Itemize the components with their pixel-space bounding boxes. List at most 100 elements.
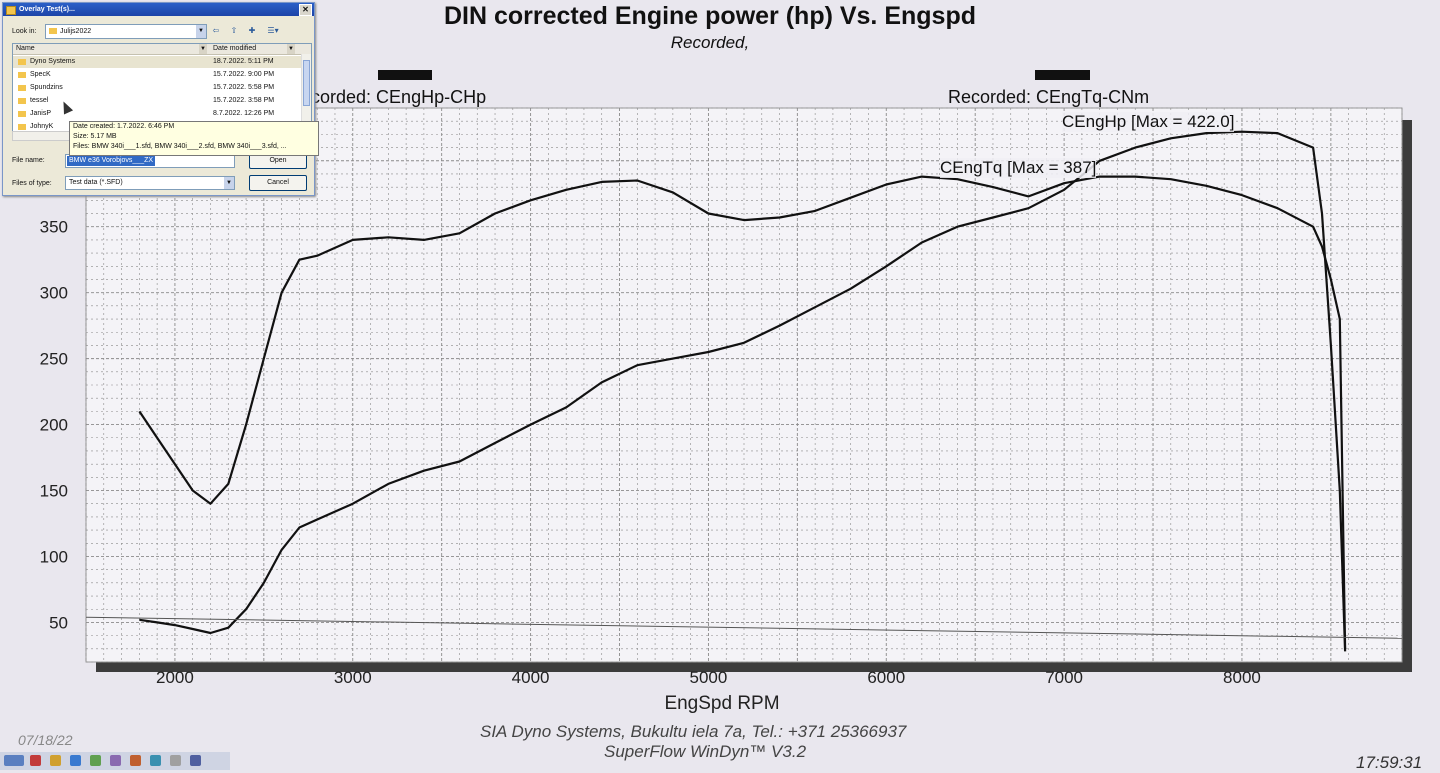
print-time: 17:59:31 [1356, 753, 1423, 772]
item-name: tessel [30, 97, 49, 104]
item-name: JanisP [30, 110, 52, 117]
dialog-title: Overlay Test(s)... [19, 6, 75, 13]
look-in-label: Look in: [12, 28, 37, 35]
new-folder-icon[interactable]: ✚ [248, 26, 256, 35]
print-date: 07/18/22 [18, 732, 73, 748]
x-tick-label: 4000 [512, 668, 550, 687]
legend-swatch-tq [1035, 70, 1090, 80]
item-name: JohnyK [30, 123, 54, 130]
column-name[interactable]: Name [16, 45, 35, 52]
app-icon[interactable] [190, 755, 201, 766]
file-list: Name ▼ Date modified ▼ Dyno Systems 18.7… [12, 43, 312, 135]
x-tick-label: 7000 [1045, 668, 1083, 687]
app-icon[interactable] [30, 755, 41, 766]
y-tick-label: 50 [49, 613, 68, 632]
list-item[interactable]: JohnyK [13, 121, 301, 133]
footer-software: SuperFlow WinDyn™ V3.2 [604, 742, 807, 761]
vertical-scrollbar[interactable] [301, 54, 311, 134]
item-name: Dyno Systems [30, 58, 76, 65]
grid [85, 107, 1403, 663]
up-folder-icon[interactable]: ⇧ [230, 26, 238, 35]
item-date: 8.7.2022. 12:26 PM [213, 110, 275, 117]
legend-label-tq: Recorded: CEngTq-CNm [948, 87, 1150, 107]
folder-icon [18, 85, 26, 91]
scrollbar-thumb[interactable] [303, 60, 310, 106]
annotation-hp-max: CEngHp [Max = 422.0] [1062, 112, 1235, 132]
x-axis-label: EngSpd RPM [664, 693, 779, 714]
y-tick-label: 100 [40, 547, 68, 566]
close-icon[interactable]: ✕ [299, 4, 312, 16]
look-in-value: Julijs2022 [60, 28, 92, 35]
x-tick-label: 8000 [1223, 668, 1261, 687]
app-icon[interactable] [110, 755, 121, 766]
y-tick-label: 150 [40, 482, 68, 501]
item-date: 15.7.2022. 9:00 PM [213, 71, 275, 78]
app-icon[interactable] [50, 755, 61, 766]
chevron-down-icon[interactable]: ▼ [196, 25, 206, 38]
item-name: Spundzins [30, 84, 63, 91]
legend-label-hp: Recorded: CEngHp-CHp [288, 87, 487, 107]
folder-tooltip: Date created: 1.7.2022. 6:46 PM Size: 5.… [69, 121, 319, 156]
folder-icon [18, 124, 26, 130]
files-of-type-dropdown[interactable]: Test data (*.SFD) ▼ [65, 176, 235, 190]
y-axis: 50 100 150 200 250 300 350 [40, 218, 68, 633]
folder-icon [6, 6, 16, 15]
files-of-type-value: Test data (*.SFD) [69, 179, 123, 186]
list-item[interactable]: JanisP 8.7.2022. 12:26 PM [13, 108, 301, 120]
series-line-cenghp-chp [139, 130, 1347, 652]
folder-icon [18, 72, 26, 78]
y-tick-label: 200 [40, 416, 68, 435]
app-icon[interactable] [170, 755, 181, 766]
tooltip-line: Files: BMW 340i___1.sfd, BMW 340i___2.sf… [73, 143, 287, 150]
y-tick-label: 300 [40, 284, 68, 303]
app-icon[interactable] [70, 755, 81, 766]
tooltip-line: Size: 5.17 MB [73, 133, 117, 140]
chevron-down-icon[interactable]: ▼ [287, 44, 295, 54]
file-list-header: Name ▼ Date modified ▼ [13, 44, 311, 55]
list-item[interactable]: Spundzins 15.7.2022. 5:58 PM [13, 82, 301, 94]
footer-company: SIA Dyno Systems, Bukultu iela 7a, Tel.:… [480, 722, 907, 741]
file-name-input[interactable]: BMW e36 Vorobjovs___ZX [65, 154, 235, 168]
x-tick-label: 2000 [156, 668, 194, 687]
x-tick-label: 6000 [867, 668, 905, 687]
chevron-down-icon[interactable]: ▼ [199, 44, 207, 54]
item-name: SpecK [30, 71, 51, 78]
chart-subtitle: Recorded, [670, 33, 750, 52]
back-icon[interactable]: ⇦ [212, 26, 220, 35]
view-menu-icon[interactable]: ☰▾ [267, 26, 279, 35]
series-group [85, 130, 1403, 652]
chevron-down-icon[interactable]: ▼ [224, 177, 234, 189]
column-date-modified[interactable]: Date modified [213, 45, 257, 52]
app-icon[interactable] [90, 755, 101, 766]
folder-icon [18, 111, 26, 117]
y-tick-label: 350 [40, 218, 68, 237]
series-line-reference [85, 616, 1403, 639]
list-item[interactable]: SpecK 15.7.2022. 9:00 PM [13, 69, 301, 81]
x-axis: 2000 3000 4000 5000 6000 7000 8000 [156, 668, 1261, 687]
start-icon[interactable] [4, 755, 24, 766]
folder-icon [49, 28, 57, 34]
annotation-tq-max: CEngTq [Max = 387] [940, 158, 1097, 178]
app-icon[interactable] [150, 755, 161, 766]
series-line-cengtq-cnm [138, 175, 1347, 649]
item-date: 15.7.2022. 5:58 PM [213, 84, 275, 91]
files-of-type-label: Files of type: [12, 180, 52, 187]
legend-swatch-hp [378, 70, 432, 80]
list-item[interactable]: Dyno Systems 18.7.2022. 5:11 PM [13, 56, 301, 68]
overlay-tests-dialog: Overlay Test(s)... ✕ Look in: Julijs2022… [2, 2, 319, 196]
horizontal-scrollbar[interactable] [12, 131, 74, 141]
cancel-button[interactable]: Cancel [249, 175, 307, 191]
y-tick-label: 250 [40, 350, 68, 369]
dialog-titlebar: Overlay Test(s)... ✕ [3, 3, 314, 16]
taskbar [0, 752, 230, 770]
file-name-label: File name: [12, 157, 45, 164]
item-date: 15.7.2022. 3:58 PM [213, 97, 275, 104]
x-tick-label: 3000 [334, 668, 372, 687]
x-tick-label: 5000 [690, 668, 728, 687]
app-icon[interactable] [130, 755, 141, 766]
list-item[interactable]: tessel 15.7.2022. 3:58 PM [13, 95, 301, 107]
look-in-dropdown[interactable]: Julijs2022 ▼ [45, 24, 207, 39]
item-date: 18.7.2022. 5:11 PM [213, 58, 274, 65]
folder-icon [18, 98, 26, 104]
